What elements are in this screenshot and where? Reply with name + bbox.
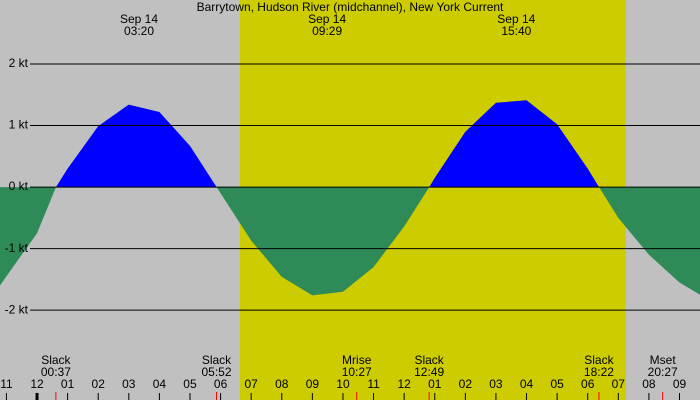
x-tick-label: 02	[92, 377, 106, 391]
event-label: Slack	[202, 353, 232, 367]
event-time: 20:27	[648, 365, 678, 379]
x-tick-label: 05	[183, 377, 197, 391]
y-tick-label: -1 kt	[5, 241, 29, 255]
ebb-area	[0, 187, 700, 296]
y-tick-label: 2 kt	[9, 56, 29, 70]
event-label: Slack	[41, 353, 71, 367]
y-tick-label: 1 kt	[9, 118, 29, 132]
peak-date: Sep 14	[497, 12, 535, 26]
flood-area	[55, 100, 600, 188]
event-time: 12:49	[414, 365, 444, 379]
peak-time: 03:20	[124, 24, 154, 38]
x-tick-label: 10	[336, 377, 350, 391]
x-tick-label: 09	[673, 377, 687, 391]
peak-time: 15:40	[501, 24, 531, 38]
x-tick-label: 11	[367, 377, 380, 391]
x-tick-label: 11	[0, 377, 13, 391]
event-label: Slack	[414, 353, 444, 367]
x-tick-label: 07	[245, 377, 259, 391]
plot	[0, 100, 700, 296]
event-time: 05:52	[201, 365, 231, 379]
x-tick-label: 04	[153, 377, 167, 391]
y-tick-label: -2 kt	[5, 302, 29, 316]
event-label: Mset	[650, 353, 677, 367]
event-label: Mrise	[342, 353, 372, 367]
event-time: 00:37	[41, 365, 71, 379]
x-tick-label: 05	[550, 377, 564, 391]
x-tick-label: 03	[122, 377, 136, 391]
x-tick-label: 09	[306, 377, 320, 391]
x-tick-label: 07	[612, 377, 626, 391]
x-tick-label: 01	[61, 377, 75, 391]
x-tick-label: 12	[30, 377, 44, 391]
y-tick-label: 0 kt	[9, 179, 29, 193]
peak-time: 09:29	[312, 24, 342, 38]
x-tick-label: 03	[489, 377, 503, 391]
event-label: Slack	[584, 353, 614, 367]
event-time: 18:22	[584, 365, 614, 379]
x-tick-label: 02	[459, 377, 473, 391]
x-tick-label: 08	[275, 377, 289, 391]
peak-date: Sep 14	[120, 12, 158, 26]
peak-date: Sep 14	[308, 12, 346, 26]
x-tick-label: 04	[520, 377, 534, 391]
x-tick-label: 12	[397, 377, 411, 391]
chart-title: Barrytown, Hudson River (midchannel), Ne…	[197, 0, 504, 14]
event-time: 10:27	[342, 365, 372, 379]
overlay: 2 kt 1 kt 0 kt -1 kt -2 kt 11 12 01 02 03 04 05 06 07…	[0, 12, 700, 400]
x-tick-label: 01	[428, 377, 442, 391]
x-tick-label: 06	[214, 377, 228, 391]
x-tick-label: 06	[581, 377, 595, 391]
x-tick-label: 08	[642, 377, 656, 391]
